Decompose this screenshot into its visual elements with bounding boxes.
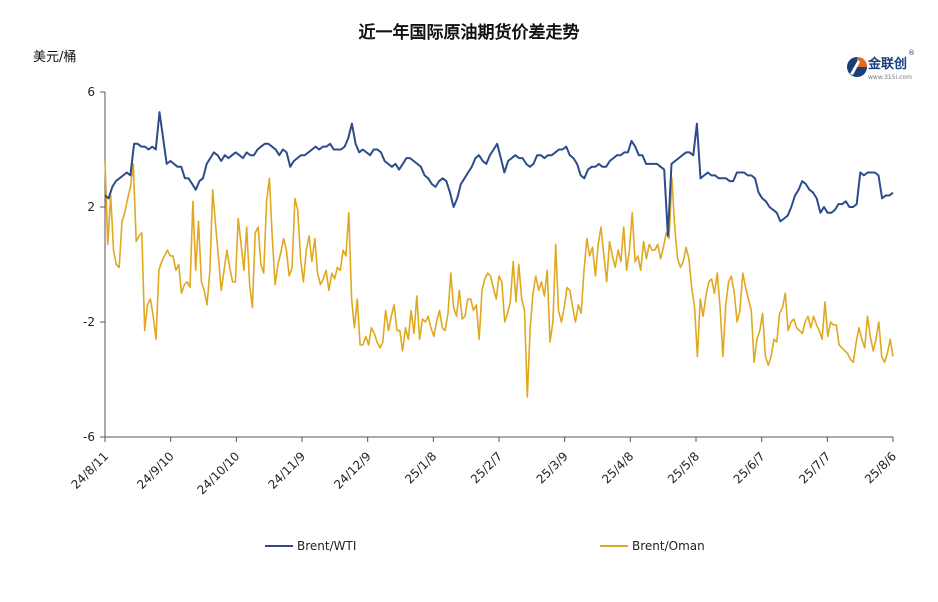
x-tick-label: 25/5/8 <box>665 449 702 486</box>
x-tick-label: 24/8/11 <box>69 449 112 492</box>
legend-label: Brent/WTI <box>297 539 356 553</box>
brand-logo: 金联创 ® www.315i.com <box>846 49 916 88</box>
series-line-brent-oman <box>104 160 894 398</box>
logo-registered-mark: ® <box>908 49 915 57</box>
x-tick-label: 25/3/9 <box>534 449 571 486</box>
logo-url: www.315i.com <box>868 74 912 81</box>
chart-title: 近一年国际原油期货价差走势 <box>358 23 580 43</box>
y-tick-label: 6 <box>87 85 95 99</box>
x-tick-label: 24/12/9 <box>331 449 374 492</box>
series-layer <box>104 111 894 398</box>
x-tick-label: 25/6/7 <box>731 449 768 486</box>
x-tick-label: 25/7/7 <box>796 449 833 486</box>
x-tick-label: 25/8/6 <box>862 449 899 486</box>
y-tick-label: 2 <box>87 200 95 214</box>
y-axis-unit-label: 美元/桶 <box>33 50 77 65</box>
x-tick-label: 24/9/10 <box>134 449 177 492</box>
x-tick-label: 25/4/8 <box>599 449 636 486</box>
x-tick-label: 24/11/9 <box>266 449 309 492</box>
legend: Brent/WTI Brent/Oman <box>265 539 705 553</box>
axes: 6 2 -2 -6 24/8/11 24/9/10 24/10/10 24/11/9 24/12… <box>69 85 900 497</box>
series-line-brent-wti <box>104 111 894 237</box>
x-tick-label: 25/1/8 <box>402 449 439 486</box>
legend-label: Brent/Oman <box>632 539 705 553</box>
y-tick-label: -2 <box>83 315 95 329</box>
y-tick-label: -6 <box>83 430 95 444</box>
x-tick-label: 24/10/10 <box>194 449 242 497</box>
logo-name: 金联创 <box>868 57 908 72</box>
logo-mark-icon <box>847 57 867 77</box>
x-tick-label: 25/2/7 <box>468 449 505 486</box>
